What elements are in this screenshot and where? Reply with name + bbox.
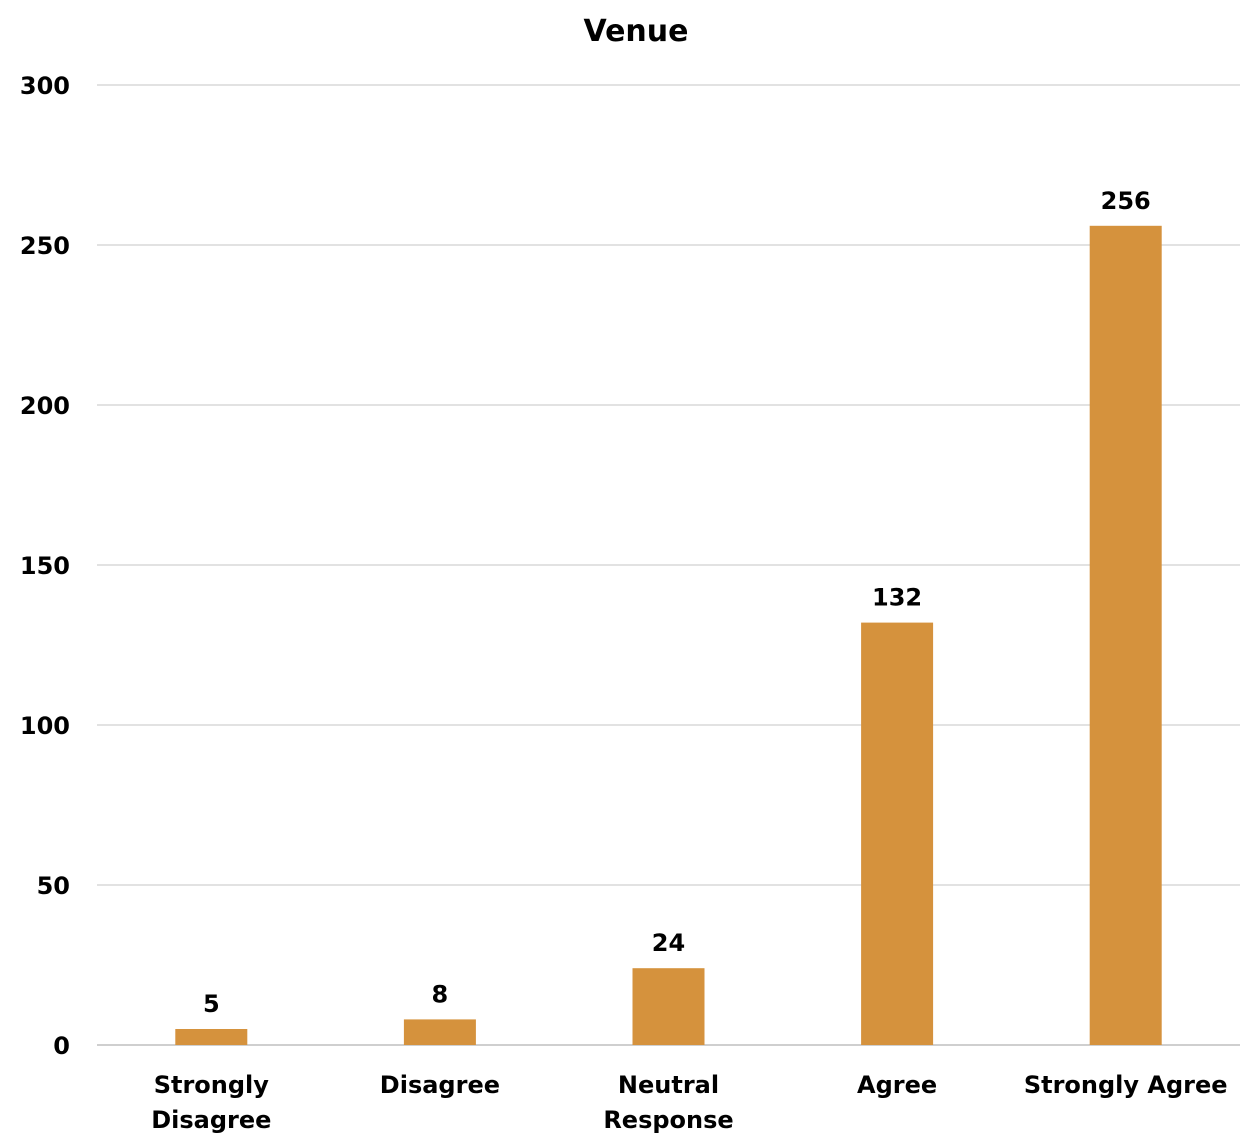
y-tick-label: 50	[37, 872, 70, 900]
gridlines	[97, 84, 1240, 1046]
category-label: Disagree	[380, 1071, 500, 1099]
y-tick-label: 250	[20, 232, 70, 260]
data-label: 256	[1101, 187, 1151, 215]
y-tick-label: 300	[20, 72, 70, 100]
bars	[175, 225, 1162, 1046]
data-label: 8	[432, 980, 449, 1008]
bar	[861, 622, 934, 1045]
y-axis-tick-labels: 0 50 100 150 200 250 300	[20, 72, 70, 1060]
data-labels: 5 8 24 132 256	[203, 187, 1151, 1018]
data-label: 132	[872, 584, 922, 612]
category-label: Agree	[857, 1071, 937, 1099]
y-tick-label: 100	[20, 712, 70, 740]
y-tick-label: 0	[53, 1032, 70, 1060]
bar	[175, 1029, 248, 1045]
bar	[403, 1019, 476, 1045]
data-label: 5	[203, 990, 220, 1018]
chart-title: Venue	[584, 14, 689, 49]
category-label: Strongly Agree	[1024, 1071, 1228, 1099]
data-label: 24	[652, 929, 685, 957]
bar	[632, 968, 705, 1045]
category-label: Neutral Response	[603, 1071, 733, 1134]
y-tick-label: 150	[20, 552, 70, 580]
y-tick-label: 200	[20, 392, 70, 420]
x-axis-category-labels: Strongly Disagree Disagree Neutral Response A…	[151, 1071, 1227, 1134]
bar	[1089, 225, 1162, 1046]
category-label: Strongly Disagree	[151, 1071, 271, 1134]
